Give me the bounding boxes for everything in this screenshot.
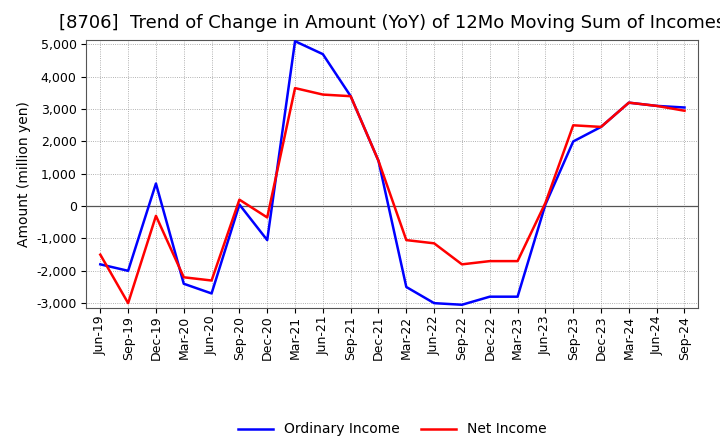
Net Income xyxy=(485,258,494,264)
Net Income xyxy=(374,158,383,164)
Y-axis label: Amount (million yen): Amount (million yen) xyxy=(17,101,31,247)
Net Income xyxy=(346,94,355,99)
Ordinary Income xyxy=(235,202,243,207)
Ordinary Income xyxy=(402,284,410,290)
Ordinary Income xyxy=(652,103,661,109)
Net Income xyxy=(569,123,577,128)
Ordinary Income xyxy=(152,181,161,186)
Net Income xyxy=(318,92,327,97)
Ordinary Income xyxy=(263,238,271,243)
Ordinary Income xyxy=(513,294,522,299)
Ordinary Income xyxy=(430,301,438,306)
Line: Ordinary Income: Ordinary Income xyxy=(100,41,685,305)
Net Income xyxy=(513,258,522,264)
Net Income xyxy=(263,215,271,220)
Net Income xyxy=(430,241,438,246)
Net Income xyxy=(652,103,661,109)
Net Income xyxy=(179,275,188,280)
Ordinary Income xyxy=(569,139,577,144)
Ordinary Income xyxy=(680,105,689,110)
Net Income xyxy=(235,197,243,202)
Net Income xyxy=(458,262,467,267)
Net Income xyxy=(96,252,104,257)
Ordinary Income xyxy=(346,94,355,99)
Ordinary Income xyxy=(179,281,188,286)
Ordinary Income xyxy=(458,302,467,308)
Net Income xyxy=(152,213,161,219)
Net Income xyxy=(124,301,132,306)
Ordinary Income xyxy=(124,268,132,273)
Ordinary Income xyxy=(485,294,494,299)
Line: Net Income: Net Income xyxy=(100,88,685,303)
Net Income xyxy=(597,124,606,129)
Net Income xyxy=(541,200,550,205)
Ordinary Income xyxy=(374,158,383,164)
Net Income xyxy=(207,278,216,283)
Net Income xyxy=(402,238,410,243)
Legend: Ordinary Income, Net Income: Ordinary Income, Net Income xyxy=(233,417,552,440)
Ordinary Income xyxy=(291,39,300,44)
Net Income xyxy=(291,85,300,91)
Ordinary Income xyxy=(597,124,606,129)
Ordinary Income xyxy=(96,262,104,267)
Ordinary Income xyxy=(541,202,550,207)
Net Income xyxy=(680,108,689,114)
Net Income xyxy=(624,100,633,105)
Title: [8706]  Trend of Change in Amount (YoY) of 12Mo Moving Sum of Incomes: [8706] Trend of Change in Amount (YoY) o… xyxy=(59,15,720,33)
Ordinary Income xyxy=(318,51,327,57)
Ordinary Income xyxy=(207,291,216,296)
Ordinary Income xyxy=(624,100,633,105)
